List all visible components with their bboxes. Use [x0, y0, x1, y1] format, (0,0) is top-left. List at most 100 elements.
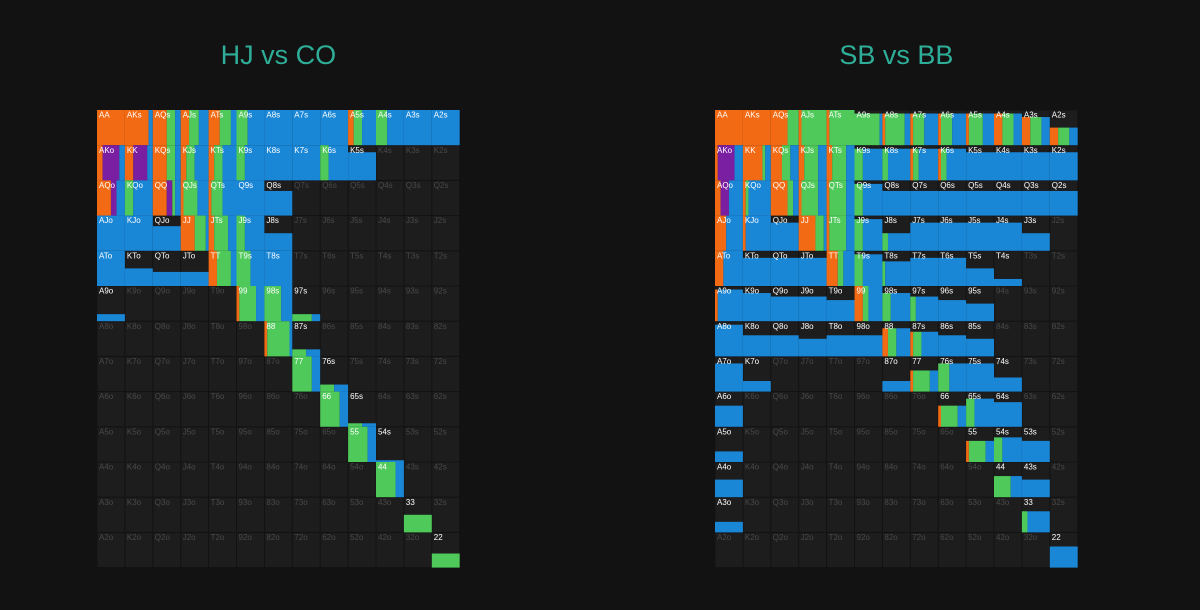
action-segment [715, 289, 718, 322]
action-segment [311, 314, 321, 322]
hand-label: K8o [127, 322, 142, 331]
hand-label: J3s [1024, 216, 1036, 225]
cell [966, 497, 994, 532]
cell [404, 216, 432, 251]
action-segment [175, 145, 181, 181]
action-segment [862, 286, 869, 322]
hand-label: Q9s [857, 181, 872, 190]
action-segment [208, 180, 212, 216]
action-segment [846, 215, 855, 251]
action-segment [798, 215, 816, 251]
cell [209, 392, 236, 427]
cell [264, 497, 292, 532]
action-segment [854, 286, 863, 322]
action-segment [715, 363, 743, 392]
hand-label: A3s [406, 111, 420, 120]
cell [1050, 356, 1078, 392]
hand-label: T4o [211, 463, 225, 472]
cell [181, 427, 209, 462]
action-segment [264, 190, 293, 216]
action-segment [885, 261, 911, 286]
cell [153, 427, 181, 462]
cell [237, 392, 264, 427]
cell [771, 532, 799, 568]
hand-label: 54o [350, 463, 364, 472]
hand-label: ATo [717, 251, 731, 260]
action-segment [801, 180, 819, 216]
hand-label: 76o [294, 392, 308, 401]
action-segment [742, 293, 771, 322]
hand-label: Q2s [434, 181, 449, 190]
action-segment [994, 152, 1022, 181]
cell [292, 392, 320, 427]
action-segment [194, 215, 206, 251]
action-segment [913, 370, 930, 392]
action-segment [726, 215, 743, 251]
hand-label: Q7o [155, 357, 171, 366]
hand-label: AA [717, 111, 728, 120]
cell [827, 532, 854, 568]
hand-label: Q9o [155, 287, 171, 296]
hand-label: T2o [829, 533, 843, 542]
hand-label: AKs [745, 111, 760, 120]
hand-label: 73s [1024, 357, 1037, 366]
action-segment [715, 215, 727, 251]
hand-label: T5s [968, 251, 981, 260]
cell [938, 532, 966, 568]
hand-label: A3s [1024, 111, 1038, 120]
action-segment [826, 300, 855, 322]
cell [771, 392, 799, 427]
action-segment [124, 180, 134, 216]
hand-label: QJo [773, 216, 788, 225]
hand-label: 54o [968, 463, 982, 472]
cell [855, 532, 882, 568]
hand-label: Q4s [996, 181, 1011, 190]
hand-label: Q2o [155, 533, 171, 542]
hand-label: A6o [717, 392, 732, 401]
action-segment [222, 180, 237, 216]
cell [153, 392, 181, 427]
hand-label: KJs [183, 146, 196, 155]
cell [1050, 392, 1078, 427]
hand-label: 94o [857, 463, 871, 472]
action-segment [966, 303, 994, 322]
action-segment [938, 335, 967, 357]
hand-label: 63o [322, 498, 336, 507]
cell [994, 532, 1022, 568]
hand-label: 54s [378, 427, 391, 436]
hand-label: J6o [183, 392, 196, 401]
hand-label: 72s [1052, 357, 1065, 366]
hand-label: Q3o [773, 498, 789, 507]
action-segment [823, 215, 827, 251]
action-segment [147, 145, 153, 181]
action-segment [211, 180, 223, 216]
hand-label: 43o [996, 498, 1010, 507]
hand-label: 93o [239, 498, 253, 507]
cell [292, 216, 320, 251]
hand-label: Q5s [968, 181, 983, 190]
action-segment [102, 145, 120, 181]
action-segment [376, 462, 396, 498]
cell [404, 427, 432, 462]
action-segment [208, 145, 215, 181]
hand-label: 64s [378, 392, 391, 401]
hand-label: AJs [183, 111, 196, 120]
action-segment [197, 180, 209, 216]
hand-label: 77 [912, 357, 921, 366]
cell [404, 392, 432, 427]
cell [771, 356, 799, 392]
action-segment [334, 384, 349, 392]
cell [771, 497, 799, 532]
hand-label: 76s [322, 357, 335, 366]
action-segment [994, 476, 1011, 498]
action-segment [862, 148, 883, 181]
hand-label: 87s [294, 322, 307, 331]
action-segment [431, 110, 460, 146]
action-segment [348, 110, 354, 146]
action-segment [152, 145, 167, 181]
action-segment [770, 110, 788, 146]
action-segment [362, 110, 376, 146]
action-segment [208, 250, 217, 286]
hand-label: KJo [127, 216, 141, 225]
action-segment [985, 440, 994, 462]
